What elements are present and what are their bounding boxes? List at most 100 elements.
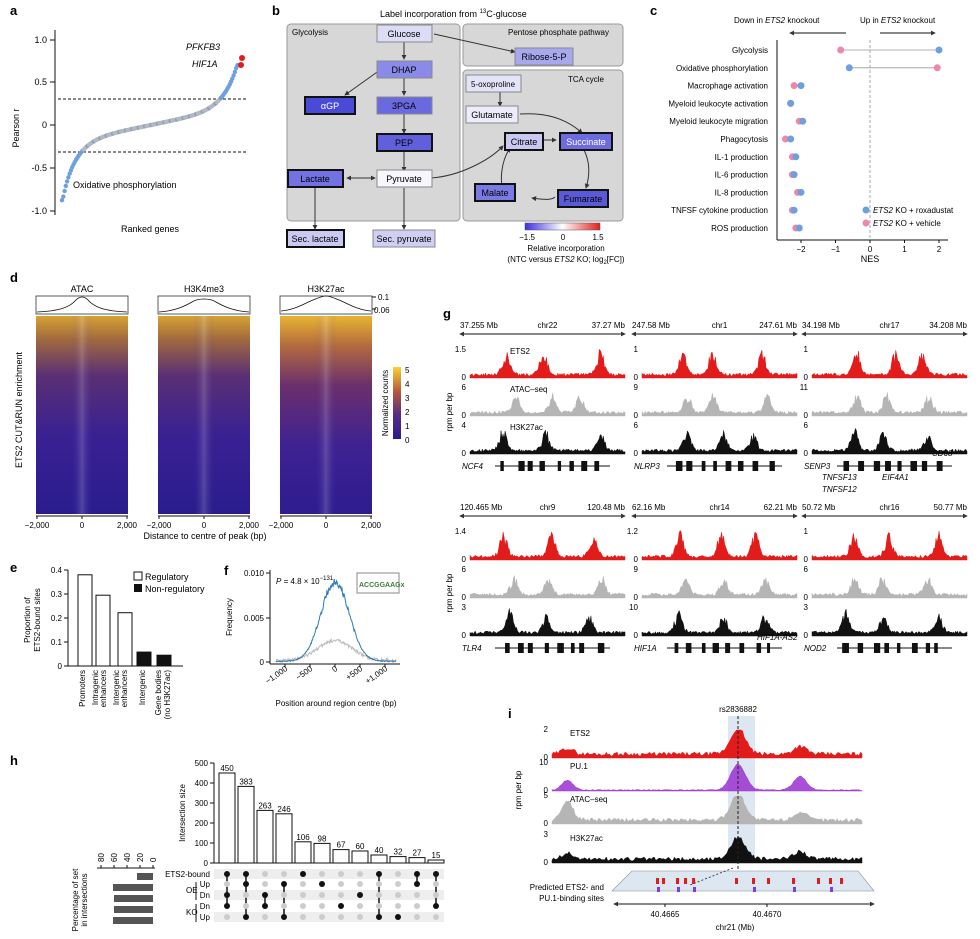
node-glutamate: Glutamate bbox=[471, 110, 513, 120]
panel-g-exon bbox=[701, 643, 706, 653]
panel-g-coord-left: 34.198 Mb bbox=[802, 321, 840, 330]
panel-e-cat: enhancers bbox=[120, 670, 129, 707]
panel-h-set: Up bbox=[200, 880, 211, 889]
panel-c-category: Phagocytosis bbox=[720, 135, 768, 144]
panel-h-matrix-dot bbox=[224, 903, 230, 909]
panel-h-bar bbox=[218, 772, 236, 864]
panel-h-bar-label: 15 bbox=[432, 851, 441, 860]
panel-c-points bbox=[781, 46, 943, 232]
panel-i-site-ets2 bbox=[656, 878, 659, 884]
panel-i-site-pu1 bbox=[657, 887, 660, 892]
panel-g-exon bbox=[518, 461, 525, 471]
panel-g-ymin: 0 bbox=[634, 555, 639, 564]
panel-d-cbar-label: Normalized counts bbox=[381, 370, 390, 436]
panel-g-exon bbox=[737, 461, 744, 471]
panel-i-ymax: 10 bbox=[539, 758, 548, 767]
panel-g-ymin: 0 bbox=[634, 373, 639, 382]
panel-i-site-ets2 bbox=[735, 878, 738, 884]
panel-a-point bbox=[62, 188, 67, 194]
panel-h-matrix-dot bbox=[433, 871, 439, 877]
panel-g-exon bbox=[581, 461, 588, 471]
panel-a-point bbox=[232, 69, 238, 75]
panel-i-track bbox=[551, 763, 863, 792]
panel-h-bar-label: 32 bbox=[394, 848, 403, 857]
panel-i-track bbox=[551, 729, 863, 759]
panel-c-category: Glycolysis bbox=[732, 46, 768, 55]
panel-c-category: TNFSF cytokine production bbox=[671, 206, 768, 215]
panel-h-matrix-dot bbox=[376, 881, 382, 887]
panel-g-chrom: chr22 bbox=[537, 321, 558, 330]
panel-h-matrix-dot bbox=[395, 892, 401, 898]
panel-h-matrix-dot bbox=[300, 881, 306, 887]
panel-g-track bbox=[641, 577, 798, 599]
panel-g-coord-right: 120.48 Mb bbox=[587, 503, 625, 512]
panel-f-ylabel: Frequency bbox=[225, 598, 234, 636]
panel-c-category: Oxidative phosphorylation bbox=[676, 64, 768, 73]
panel-g-ymax: 4 bbox=[462, 421, 467, 430]
panel-g-track bbox=[469, 429, 626, 455]
panel-f-xtick: 0 bbox=[330, 664, 339, 674]
panel-g-coord-left: 62.16 Mb bbox=[632, 503, 666, 512]
panel-h-matrix-dot bbox=[338, 903, 344, 909]
panel-a-ytick: 0.5 bbox=[34, 77, 47, 87]
panel-h-bar-label: 450 bbox=[220, 764, 234, 773]
panel-h-matrix-dot bbox=[338, 914, 344, 920]
panel-h-matrix-dot bbox=[414, 903, 420, 909]
panel-a-point bbox=[61, 194, 66, 199]
panel-c-up-label: Up in ETS2 knockout bbox=[860, 16, 936, 25]
panel-f: f 0.010 0.005 0 Frequency P = 4.8 × 10−1… bbox=[224, 563, 405, 708]
panel-g-ymin: 0 bbox=[634, 411, 639, 420]
panel-g-exon bbox=[675, 461, 683, 471]
panel-i-site-pu1 bbox=[677, 887, 680, 892]
panel-g-coord-right: 247.61 Mb bbox=[759, 321, 797, 330]
panel-h-matrix-stripe bbox=[214, 890, 444, 900]
panel-g-gene-name: NOD2 bbox=[804, 644, 827, 653]
panel-g-exon bbox=[569, 461, 574, 471]
panel-h-matrix-dot bbox=[395, 903, 401, 909]
node-sec-pyruvate: Sec. pyruvate bbox=[376, 234, 431, 244]
panel-g-ymin: 0 bbox=[804, 555, 809, 564]
panel-i-ymax: 2 bbox=[544, 725, 549, 734]
panel-h-matrix-dot bbox=[281, 903, 287, 909]
panel-e-cat: Intragenic bbox=[91, 670, 100, 705]
panel-g-ymax: 1.2 bbox=[627, 527, 639, 536]
panel-i-snp: rs2836882 bbox=[719, 705, 757, 714]
panel-h-matrix-dot bbox=[224, 892, 230, 898]
panel-g-exon bbox=[925, 643, 931, 653]
panel-g-chrom: chr17 bbox=[879, 321, 900, 330]
panel-h-bar bbox=[389, 856, 407, 864]
panel-h-bar bbox=[237, 785, 255, 864]
panel-g-ymax: 3 bbox=[804, 603, 809, 612]
panel-d-cbar-tick: 0 bbox=[405, 436, 410, 445]
panel-b-nodes: Glucose Ribose-5-P DHAP αGP 3PGA PEP Lac… bbox=[286, 24, 613, 248]
panel-h-matrix-dot bbox=[433, 914, 439, 920]
panel-g-track bbox=[469, 348, 626, 379]
panel-b-scale-tick: 0 bbox=[561, 233, 566, 242]
panel-h-bar bbox=[313, 842, 331, 864]
panel-h-matrix-dot bbox=[395, 914, 401, 920]
panel-g-ymin: 0 bbox=[462, 449, 467, 458]
panel-g-coord-left: 247.58 Mb bbox=[632, 321, 670, 330]
panel-g-ymax: 9 bbox=[634, 565, 639, 574]
panel-h-bar bbox=[351, 850, 369, 864]
panel-h-matrix-dot bbox=[243, 914, 249, 920]
panel-h-pct-label1: Percentage of set bbox=[71, 868, 80, 931]
panel-g-ymax: 6 bbox=[804, 421, 809, 430]
panel-h-set: Dn bbox=[200, 902, 210, 911]
panel-e-cat: (no H3K27ac) bbox=[163, 670, 172, 720]
panel-a-ytick: -1.0 bbox=[31, 206, 47, 216]
panel-h-matrix-dot bbox=[433, 892, 439, 898]
panel-h-pct-tick: 40 bbox=[123, 853, 132, 862]
panel-e-bar bbox=[156, 654, 172, 667]
panel-h-matrix-dot bbox=[243, 871, 249, 877]
panel-a-point-pfkfb3 bbox=[239, 55, 245, 61]
panel-h-bar-label: 383 bbox=[239, 777, 253, 786]
panel-c-category: Macrophage activation bbox=[688, 82, 769, 91]
panel-h-yticks: 500 400 300 200 100 0 bbox=[195, 759, 214, 868]
panel-g-ymin: 0 bbox=[462, 373, 467, 382]
panel-i-ymin: 0 bbox=[544, 786, 549, 795]
panel-g-exon bbox=[505, 643, 510, 653]
panel-i-track bbox=[551, 795, 863, 825]
